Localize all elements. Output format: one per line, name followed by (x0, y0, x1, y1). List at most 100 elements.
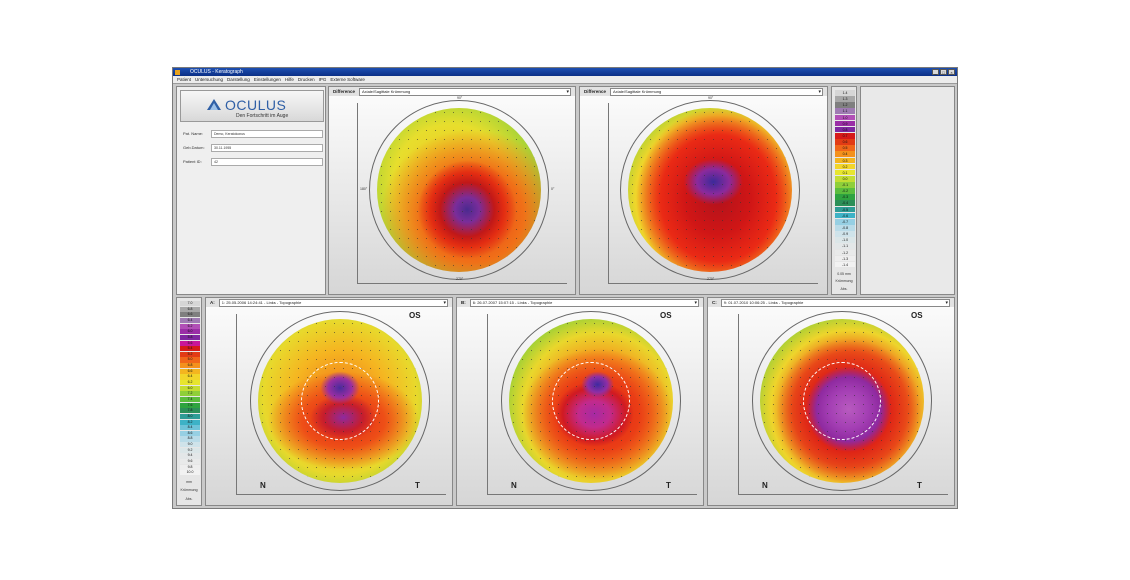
eye-label-a: OS (409, 311, 421, 320)
exam-b-select[interactable]: 6: 26.07.2007 15:07:15 - Links - Topogra… (469, 298, 699, 307)
scale-cell: 6.6 (180, 312, 200, 318)
exam-scale-abs[interactable]: Abs. (185, 497, 193, 501)
scale-cell: 1.4 (835, 90, 855, 96)
birthdate-label: Geb.Datum: (183, 145, 205, 150)
menu-patient[interactable]: Patient (177, 77, 192, 82)
scale-cell: 1.3 (835, 96, 855, 102)
exam-c-label: C: (712, 300, 717, 305)
menu-ipg[interactable]: IPG (318, 77, 327, 82)
scale-cell: 6.2 (180, 380, 200, 386)
difference-map-panel-2: Difference Axiale/Sagittale Krümmung 90°… (579, 86, 828, 295)
patient-id-field: Patient ID: 42 (183, 158, 323, 166)
exam-a-select[interactable]: 1: 25.05.2006 14:24:41 - Links - Topogra… (218, 298, 448, 307)
nasal-label-a: N (260, 481, 266, 490)
menu-untersuchung[interactable]: Untersuchung (195, 77, 224, 82)
empty-panel (860, 86, 955, 295)
scale-cell: 1.1 (835, 108, 855, 115)
menu-externe-software[interactable]: Externe Software (330, 77, 365, 82)
exam-c-select[interactable]: 9: 01.07.2010 10:06:25 - Links - Topogra… (720, 298, 950, 307)
scale-cell: 0.1 (835, 169, 855, 176)
scale-cell: 9.6 (180, 459, 200, 465)
scale-cell: 9.8 (180, 464, 200, 470)
scale-cell: -0.3 (835, 194, 855, 200)
window-title: OCULUS - Keratograph (190, 69, 243, 75)
menu-bar: Patient Untersuchung Darstellung Einstel… (173, 76, 957, 84)
scale-cell: 0.3 (835, 157, 855, 164)
logo-brand: OCULUS (225, 97, 287, 113)
scale-cell: -0.2 (835, 188, 855, 194)
scale-cell: -0.4 (835, 200, 855, 207)
close-icon[interactable]: × (948, 69, 955, 75)
patient-panel: OCULUS Den Fortschritt im Auge Pat. Name… (176, 86, 326, 295)
scale-cell: 5.2 (180, 351, 200, 357)
scale-cell: 6.4 (180, 374, 200, 380)
menu-hilfe[interactable]: Hilfe (284, 77, 294, 82)
scale-cell: 6.8 (180, 306, 200, 312)
scale-cell: -0.5 (835, 206, 855, 213)
scale-cell: 6.4 (180, 317, 200, 324)
scale-cell: -1.4 (835, 261, 855, 268)
scale-cell: 5.0 (180, 357, 200, 363)
oculus-logo-icon (207, 99, 221, 110)
scale-cell: 9.0 (180, 442, 200, 448)
maximize-icon[interactable]: □ (940, 69, 947, 75)
patient-id-label: Patient ID: (183, 159, 202, 164)
difference-label-2: Difference (584, 89, 607, 94)
scale-cell: 9.2 (180, 447, 200, 453)
angle-90: 90° (457, 96, 463, 100)
scale-cell: 8.6 (180, 430, 200, 436)
scale-cell: 1.0 (835, 114, 855, 121)
eye-label-c: OS (911, 311, 923, 320)
scale-cell: 7.2 (180, 391, 200, 397)
oculus-logo: OCULUS Den Fortschritt im Auge (180, 90, 324, 122)
exam-scale-unit: mm (186, 480, 192, 484)
scale-cell: 5.6 (180, 340, 200, 346)
patient-name-label: Pat. Name: (183, 131, 204, 136)
patient-id-input[interactable]: 42 (211, 158, 323, 166)
angle-270: 270° (456, 277, 464, 281)
menu-drucken[interactable]: Drucken (297, 77, 315, 82)
birthdate-input[interactable]: 30.11.1955 (211, 144, 323, 152)
exam-panel-a: A: 1: 25.05.2006 14:24:41 - Links - Topo… (205, 297, 453, 506)
exam-color-scale: 7.0 6.8 6.6 6.4 6.2 6.0 5.8 5.6 5.4 5.2 5.0 6.8 6.6 6… (176, 297, 202, 506)
scale-cell: 7.0 (180, 301, 200, 307)
scale-cell: -0.8 (835, 225, 855, 231)
difference-select-1[interactable]: Axiale/Sagittale Krümmung (359, 87, 571, 96)
nasal-label-c: N (762, 481, 768, 490)
scale-cell: -0.7 (835, 218, 855, 225)
scale-cell: 10.0 (180, 470, 200, 476)
exam-panel-c: C: 9: 01.07.2010 10:06:25 - Links - Topo… (707, 297, 955, 506)
menu-einstellungen[interactable]: Einstellungen (253, 77, 281, 82)
scale-cell: 6.0 (180, 329, 200, 335)
scale-cell: 5.8 (180, 334, 200, 340)
scale-cell: 7.4 (180, 396, 200, 403)
scale-cell: -1.2 (835, 249, 855, 256)
diff-scale-unit[interactable]: Abs. (840, 287, 848, 291)
app-window: OCULUS - Keratograph _ □ × Patient Unter… (172, 67, 958, 509)
difference-label: Difference (333, 89, 356, 94)
scale-cell: 8.4 (180, 425, 200, 431)
scale-cell: 6.2 (180, 323, 200, 329)
nasal-label-b: N (511, 481, 517, 490)
app-icon (175, 69, 180, 75)
scale-cell: 0.5 (835, 145, 855, 151)
scale-cell: 7.8 (180, 408, 200, 414)
difference-map-panel-1: Difference Axiale/Sagittale Krümmung 90°… (328, 86, 576, 295)
scale-cell: -0.1 (835, 182, 855, 188)
scale-cell: 0.2 (835, 163, 855, 170)
patient-name-field: Pat. Name: Demo, Keratokonus (183, 130, 323, 138)
difference-select-2[interactable]: Axiale/Sagittale Krümmung (610, 87, 823, 96)
birthdate-field: Geb.Datum: 30.11.1955 (183, 144, 323, 152)
angle-0: 0° (551, 187, 555, 191)
difference-color-scale: 1.4 1.3 1.2 1.1 1.0 0.9 0.8 0.7 0.6 0.5 0.4 0.3 0.2 0… (831, 86, 857, 295)
exam-scale-mode: Krümmung (180, 488, 198, 492)
temporal-label-b: T (666, 481, 671, 490)
scale-cell: 5.4 (180, 346, 200, 352)
menu-darstellung[interactable]: Darstellung (227, 77, 250, 82)
scale-cell: -0.9 (835, 231, 855, 237)
patient-name-input[interactable]: Demo, Keratokonus (211, 130, 323, 138)
angle-270-b: 270° (707, 277, 715, 281)
exam-a-label: A: (210, 300, 215, 305)
minimize-icon[interactable]: _ (932, 69, 939, 75)
scale-cell: 6.8 (180, 363, 200, 369)
